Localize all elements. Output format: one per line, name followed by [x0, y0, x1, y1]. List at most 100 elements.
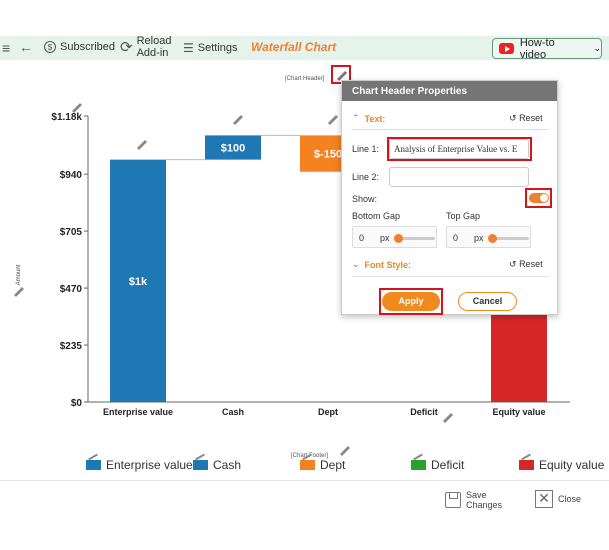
legend-swatch	[519, 460, 534, 470]
dept-edit-pencil-icon[interactable]	[328, 115, 338, 125]
x-category-label: Dept	[318, 407, 338, 417]
top-gap-track	[489, 237, 529, 240]
chart-legend: Enterprise value Cash Dept Deficit Equity va…	[0, 458, 609, 476]
y-tick-label: $940	[60, 170, 83, 181]
top-gap-unit: px	[474, 233, 484, 243]
bar-cash[interactable]	[205, 135, 261, 160]
legend-item[interactable]: Deficit	[411, 458, 464, 472]
close-button[interactable]: ✕ Close	[535, 490, 581, 508]
bottom-gap-control: 0 px	[352, 226, 437, 248]
panel-title: Chart Header Properties	[342, 81, 557, 101]
reload-addin-button[interactable]: ⟳ Reload Add-in	[120, 35, 171, 59]
y-axis-edit-top-pencil-icon[interactable]	[72, 103, 82, 113]
save-changes-button[interactable]: Save Changes	[445, 490, 502, 510]
legend-label: Dept	[320, 458, 346, 472]
apply-button[interactable]: Apply	[382, 292, 440, 311]
separator	[352, 276, 549, 277]
line2-input[interactable]	[389, 167, 529, 187]
changes-label: Changes	[466, 500, 503, 510]
legend-label: Enterprise value	[106, 458, 193, 472]
how-to-video-label: How-to video	[519, 36, 555, 61]
bar-enterprise-value[interactable]	[110, 159, 166, 402]
bar-value-label: $100	[221, 143, 245, 155]
legend-label: Equity value	[539, 458, 605, 472]
y-tick-label: $1.18k	[51, 112, 82, 123]
youtube-icon	[499, 43, 514, 54]
text-reset-button[interactable]: ↺ Reset	[509, 113, 543, 124]
y-tick-label: $0	[71, 398, 83, 409]
bar-value-label: $-150	[314, 149, 342, 161]
reset-label: Reset	[519, 259, 543, 269]
show-label: Show:	[352, 194, 378, 204]
text-section-toggle[interactable]: ⌃ Text:	[352, 113, 385, 124]
menu-icon[interactable]: ≡	[2, 40, 11, 56]
legend-swatch	[193, 460, 208, 470]
bottom-gap-unit: px	[380, 233, 390, 243]
addin-label: Add-in	[136, 47, 169, 59]
bottom-gap-value[interactable]: 0	[359, 233, 365, 243]
chart-header-placeholder[interactable]: [Chart Header]	[285, 76, 325, 82]
legend-swatch	[86, 460, 101, 470]
footer-divider	[0, 480, 609, 481]
save-label: Save	[466, 490, 487, 500]
app-title: Waterfall Chart	[251, 40, 337, 54]
x-category-label: Cash	[222, 407, 244, 417]
font-style-section-toggle[interactable]: ⌄ Font Style:	[352, 259, 411, 270]
line1-input[interactable]: Analysis of Enterprise Value vs. E	[389, 139, 529, 159]
settings-button[interactable]: ☰ Settings	[183, 41, 238, 55]
ev-edit-pencil-icon[interactable]	[137, 140, 147, 150]
cancel-button[interactable]: Cancel	[458, 292, 517, 311]
settings-sliders-icon: ☰	[183, 41, 194, 55]
y-axis-label: Amount	[16, 264, 22, 285]
close-icon: ✕	[535, 490, 553, 508]
legend-swatch	[411, 460, 426, 470]
back-arrow-icon[interactable]: ←	[19, 39, 33, 55]
chevron-up-icon: ⌃	[352, 113, 360, 123]
y-axis-edit-pencil-icon[interactable]	[14, 287, 24, 297]
header-edit-pencil-icon[interactable]	[337, 71, 347, 81]
y-tick-label: $470	[60, 284, 83, 295]
save-icon	[445, 492, 461, 508]
text-section-title: Text:	[364, 113, 386, 124]
reset-icon: ↺	[509, 259, 517, 269]
x-category-label: Enterprise value	[103, 407, 173, 417]
cash-edit-pencil-icon[interactable]	[233, 115, 243, 125]
dollar-circle-icon: $	[44, 41, 56, 53]
legend-item[interactable]: Enterprise value	[86, 458, 193, 472]
bottom-gap-label: Bottom Gap	[352, 211, 401, 221]
bottom-gap-slider[interactable]	[394, 234, 403, 243]
show-toggle-highlight	[525, 188, 552, 208]
top-gap-label: Top Gap	[446, 211, 481, 221]
legend-label: Cash	[213, 458, 242, 472]
legend-label: Deficit	[431, 458, 465, 472]
ribbon-toolbar: ≡ ← $ Subscribed ⟳ Reload Add-in ☰ Setti…	[0, 35, 609, 61]
font-style-reset-button[interactable]: ↺ Reset	[509, 259, 543, 270]
subscribed-label: Subscribed	[60, 41, 116, 53]
x-category-label: Deficit	[410, 407, 438, 417]
chevron-down-icon: ⌄	[352, 259, 360, 269]
legend-item[interactable]: Equity value	[519, 458, 604, 472]
apply-highlight	[379, 288, 443, 315]
line2-label: Line 2:	[352, 172, 380, 182]
show-toggle[interactable]	[529, 193, 549, 203]
top-gap-value[interactable]: 0	[453, 233, 459, 243]
reset-icon: ↺	[509, 113, 517, 123]
legend-swatch	[300, 460, 315, 470]
deficit-edit-pencil-icon[interactable]	[443, 413, 453, 423]
how-to-video-dropdown[interactable]: How-to video ⌄	[492, 36, 602, 61]
top-gap-control: 0 px	[446, 226, 531, 248]
footer-edit-pencil-icon[interactable]	[340, 446, 350, 456]
bottom-gap-track	[395, 237, 435, 240]
subscribed-button[interactable]: $ Subscribed	[44, 41, 115, 53]
chart-header-properties-panel: Chart Header Properties ⌃ Text: ↺ Reset …	[341, 80, 558, 315]
top-gap-slider[interactable]	[488, 234, 497, 243]
chevron-down-icon: ⌄	[593, 43, 601, 53]
close-label: Close	[558, 494, 582, 504]
legend-item[interactable]: Cash	[193, 458, 241, 472]
settings-label: Settings	[197, 42, 238, 54]
bar-value-label: $1k	[129, 276, 148, 288]
reload-icon: ⟳	[120, 39, 133, 56]
y-tick-label: $235	[60, 341, 83, 352]
reset-label: Reset	[519, 113, 543, 123]
legend-item[interactable]: Dept	[300, 458, 345, 472]
